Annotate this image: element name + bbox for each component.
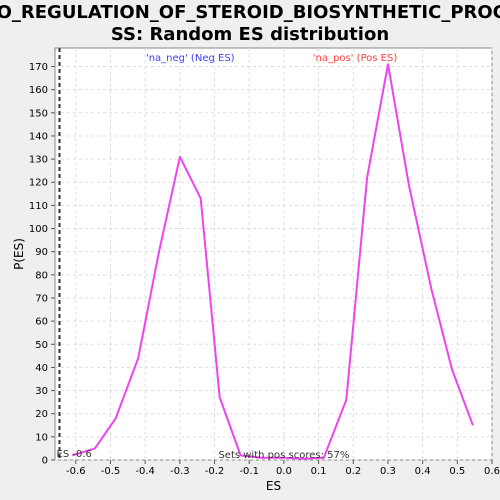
- legend-pos-es: 'na_pos' (Pos ES): [313, 53, 398, 64]
- x-tick-label: 0.6: [484, 466, 500, 477]
- x-tick-label: -0.2: [205, 466, 225, 477]
- chart-title-line-2: SS: Random ES distribution: [111, 24, 389, 45]
- x-tick-label: 0.0: [276, 466, 292, 477]
- x-tick-label: 0.3: [380, 466, 396, 477]
- y-tick-label: 140: [29, 131, 48, 142]
- x-tick-label: -0.1: [239, 466, 259, 477]
- y-tick-label: 80: [35, 270, 48, 281]
- x-axis-label: ES: [266, 479, 281, 493]
- axis-ticks: -0.6 -0.5 -0.4 -0.3 -0.2 -0.1 0.0 0.1 0.2 0.3 0.4 0…: [29, 62, 500, 477]
- x-tick-label: 0.4: [415, 466, 431, 477]
- y-tick-label: 70: [35, 293, 48, 304]
- y-tick-label: 0: [42, 456, 48, 467]
- x-tick-label: -0.3: [170, 466, 190, 477]
- chart-title-line-1: GO_REGULATION_OF_STEROID_BIOSYNTHETIC_PR…: [0, 2, 500, 23]
- series-layer: [72, 63, 474, 460]
- y-tick-label: 10: [35, 432, 48, 443]
- y-tick-label: 170: [29, 62, 48, 73]
- y-tick-label: 110: [29, 201, 48, 212]
- x-tick-label: -0.4: [135, 466, 155, 477]
- x-tick-label: -0.5: [101, 466, 121, 477]
- y-tick-label: 90: [35, 247, 48, 258]
- y-tick-label: 30: [35, 386, 48, 397]
- grid: [55, 48, 493, 461]
- y-tick-label: 120: [29, 178, 48, 189]
- x-tick-label: 0.2: [345, 466, 361, 477]
- y-tick-label: 160: [29, 85, 48, 96]
- y-tick-label: 40: [35, 363, 48, 374]
- y-tick-label: 20: [35, 409, 48, 420]
- x-tick-label: -0.6: [66, 466, 86, 477]
- legend-neg-es: 'na_neg' (Neg ES): [146, 53, 235, 64]
- es-distribution-line: [72, 63, 474, 460]
- y-tick-label: 130: [29, 155, 48, 166]
- pos-scores-annotation: Sets with pos scores: 57%: [218, 450, 349, 461]
- x-tick-label: 0.5: [449, 466, 465, 477]
- y-axis-label: P(ES): [12, 238, 26, 270]
- x-tick-label: 0.1: [311, 466, 327, 477]
- y-tick-label: 100: [29, 224, 48, 235]
- es-marker-label: ES -0.6: [57, 449, 92, 460]
- y-tick-label: 150: [29, 108, 48, 119]
- plot-area: [54, 47, 493, 461]
- y-tick-label: 60: [35, 317, 48, 328]
- y-tick-label: 50: [35, 340, 48, 351]
